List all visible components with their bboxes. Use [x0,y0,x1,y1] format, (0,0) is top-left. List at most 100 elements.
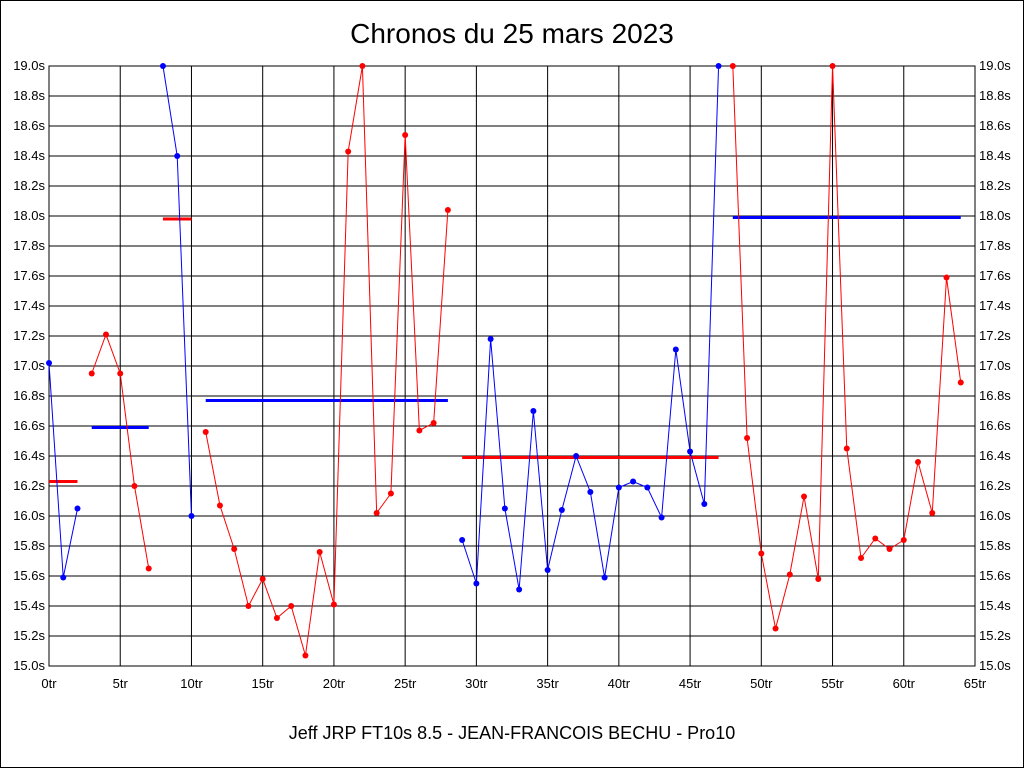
x-tick-label: 15tr [251,676,274,691]
y-tick-label-right: 17.8s [979,238,1011,253]
data-point [544,567,551,573]
data-point [359,63,366,69]
data-point [88,370,95,377]
x-tick-label: 20tr [323,676,346,691]
x-tick-label: 25tr [394,676,417,691]
data-point [188,513,195,519]
y-tick-label-left: 16.0s [13,508,45,523]
series-line [162,65,192,517]
data-point [473,580,480,587]
data-point [772,625,779,632]
data-point [231,546,238,552]
y-tick-label-right: 18.2s [979,178,1011,193]
y-tick-label-right: 17.2s [979,328,1011,343]
x-tick-label: 35tr [536,676,559,691]
y-tick-label-left: 15.4s [13,598,45,613]
data-point [102,331,109,338]
data-point [786,571,793,578]
data-point [829,63,836,69]
y-tick-label-left: 15.8s [13,538,45,553]
y-tick-label-right: 17.6s [979,268,1011,283]
x-tick-label: 10tr [180,676,203,691]
data-point [587,489,594,495]
data-point [858,555,865,561]
data-point [501,505,508,512]
data-point [60,574,67,581]
y-tick-label-right: 16.4s [979,448,1011,463]
y-tick-label-right: 16.0s [979,508,1011,523]
y-tick-label-right: 16.8s [979,388,1011,403]
data-point [758,550,765,557]
y-tick-label-left: 17.2s [13,328,45,343]
data-point [402,132,409,138]
y-tick-label-right: 18.0s [979,208,1011,223]
data-point [444,207,451,213]
y-tick-label-left: 17.4s [13,298,45,313]
y-tick-label-left: 17.8s [13,238,45,253]
data-point [387,490,394,497]
x-tick-label: 50tr [750,676,773,691]
x-tick-label: 5tr [113,676,129,691]
data-point [459,537,466,543]
data-point [843,445,850,452]
x-tick-label: 55tr [821,676,844,691]
data-point [46,360,52,366]
y-tick-label-left: 16.8s [13,388,45,403]
data-point [615,484,622,491]
data-point [672,346,679,353]
y-tick-label-left: 18.8s [13,88,45,103]
data-point [915,459,922,465]
y-tick-label-left: 18.0s [13,208,45,223]
y-tick-label-left: 16.2s [13,478,45,493]
y-tick-label-right: 15.0s [979,658,1011,673]
y-tick-label-right: 18.8s [979,88,1011,103]
x-tick-label: 0tr [41,676,57,691]
y-tick-label-left: 15.0s [13,658,45,673]
data-point [815,576,822,582]
data-point [288,603,295,609]
y-tick-label-left: 15.2s [13,628,45,643]
data-point [872,535,879,542]
chart-title: Chronos du 25 mars 2023 [350,18,674,49]
data-point [259,576,266,582]
x-tick-label: 40tr [608,676,631,691]
y-tick-label-right: 15.2s [979,628,1011,643]
data-point [159,63,166,69]
data-point [658,514,665,521]
data-point [601,574,608,581]
data-point [530,408,537,414]
data-point [373,510,380,516]
data-point [302,652,309,659]
y-tick-label-left: 17.0s [13,358,45,373]
y-tick-label-left: 15.6s [13,568,45,583]
y-tick-label-right: 16.2s [979,478,1011,493]
data-point [316,549,323,555]
data-point [744,435,751,441]
data-point [174,153,181,159]
data-point [573,453,580,459]
data-point [729,63,736,69]
y-tick-label-right: 17.0s [979,358,1011,373]
series-line [205,65,449,656]
y-tick-label-right: 16.6s [979,418,1011,433]
data-point [117,370,124,377]
y-tick-label-left: 17.6s [13,268,45,283]
data-point [245,603,252,609]
data-point [430,420,437,426]
data-point [416,427,423,434]
data-point [630,478,637,485]
x-tick-label: 60tr [893,676,916,691]
data-point [202,429,209,435]
data-point [273,615,280,621]
data-point [943,274,950,281]
x-tick-label: 45tr [679,676,702,691]
data-point [558,507,565,513]
data-point [957,379,964,386]
series-line [732,65,962,629]
y-tick-label-right: 18.4s [979,148,1011,163]
y-tick-label-right: 19.0s [979,58,1011,73]
data-point [145,565,152,572]
data-point [687,448,694,455]
